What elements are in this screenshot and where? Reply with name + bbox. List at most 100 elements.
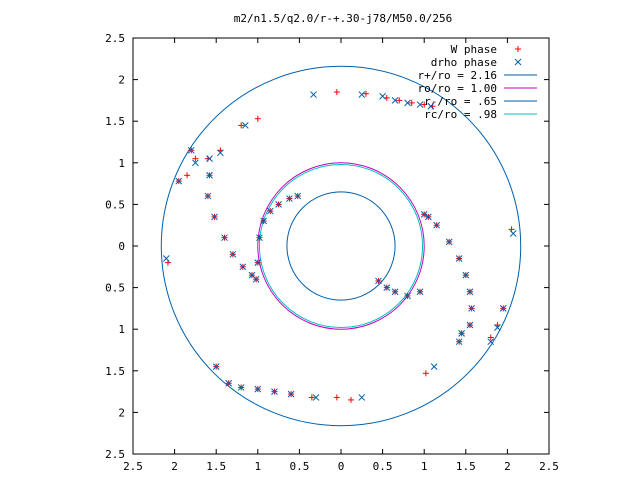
legend-label-4: r-/ro = .65 bbox=[424, 95, 497, 108]
point-s1-36 bbox=[468, 305, 475, 312]
point-s1-13 bbox=[427, 102, 435, 110]
point-s1-25 bbox=[266, 207, 274, 215]
point-s1-12 bbox=[416, 101, 424, 108]
point-s1-0 bbox=[310, 91, 317, 98]
y-tick-label-5: 0 bbox=[118, 240, 125, 253]
point-s1-33 bbox=[455, 255, 463, 262]
point-s1-6 bbox=[187, 146, 195, 154]
x-tick-label-8: 1.5 bbox=[456, 460, 476, 473]
legend-label-3: ro/ro = 1.00 bbox=[418, 82, 497, 95]
x-tick-label-2: 1.5 bbox=[206, 460, 226, 473]
point-s1-53 bbox=[287, 390, 295, 398]
point-s0-9 bbox=[184, 172, 191, 179]
y-tick-label-3: 1 bbox=[118, 157, 125, 170]
x-tick-label-3: 1 bbox=[254, 460, 261, 473]
point-s1-5 bbox=[192, 159, 199, 167]
circle-0 bbox=[160, 65, 522, 427]
point-s0-13 bbox=[408, 99, 415, 106]
legend-marker-1 bbox=[514, 58, 522, 66]
point-s1-22 bbox=[254, 259, 262, 266]
y-tick-label-2: 1.5 bbox=[105, 115, 125, 128]
point-s1-55 bbox=[358, 394, 366, 401]
legend-label-1: drho phase bbox=[431, 56, 497, 69]
point-s0-0 bbox=[333, 89, 340, 96]
point-s1-19 bbox=[239, 263, 247, 271]
point-s1-56 bbox=[430, 363, 438, 370]
point-s1-37 bbox=[466, 321, 474, 329]
point-s1-51 bbox=[254, 385, 262, 393]
point-s0-2 bbox=[254, 115, 261, 122]
axis-ticks: 2.5 2 1.5 1 0.5 0 0.5 1 1.5 2 2.52.521.510.500.511… bbox=[105, 32, 559, 473]
point-s1-2 bbox=[241, 122, 249, 129]
x-tick-label-0: 2.5 bbox=[123, 460, 143, 473]
point-s1-42 bbox=[509, 230, 517, 237]
legend-label-0: W phase bbox=[451, 43, 497, 56]
point-s1-21 bbox=[252, 275, 260, 283]
circle-1 bbox=[257, 162, 425, 330]
x-tick-label-5: 0 bbox=[338, 460, 345, 473]
legend-label-2: r+/ro = 2.16 bbox=[418, 69, 497, 82]
point-s1-38 bbox=[455, 338, 463, 346]
point-s1-40 bbox=[494, 324, 501, 331]
point-s1-9 bbox=[379, 92, 386, 100]
point-s0-59 bbox=[422, 370, 429, 377]
point-s1-10 bbox=[391, 97, 399, 104]
point-s1-3 bbox=[217, 149, 224, 157]
x-tick-label-7: 1 bbox=[421, 460, 428, 473]
circle-2 bbox=[286, 191, 396, 301]
point-s1-8 bbox=[162, 255, 170, 262]
x-tick-label-6: 0.5 bbox=[373, 460, 393, 473]
point-s1-43 bbox=[416, 288, 424, 296]
chart-title: m2/n1.5/q2.0/r-+.30-j78/M50.0/256 bbox=[234, 12, 453, 25]
x-tick-label-1: 2 bbox=[171, 460, 178, 473]
point-s0-41 bbox=[487, 334, 494, 341]
legend-marker-0 bbox=[515, 46, 521, 52]
point-s0-57 bbox=[333, 394, 340, 401]
point-s1-29 bbox=[420, 211, 428, 218]
point-s1-16 bbox=[211, 213, 218, 221]
point-s0-14 bbox=[421, 101, 428, 108]
y-tick-label-6: 0.5 bbox=[105, 282, 125, 295]
point-s1-28 bbox=[294, 192, 302, 200]
point-s1-52 bbox=[271, 388, 278, 395]
y-tick-label-7: 1 bbox=[118, 323, 125, 336]
point-s1-14 bbox=[206, 171, 213, 179]
y-tick-label-4: 0.5 bbox=[105, 198, 125, 211]
point-s1-48 bbox=[212, 363, 220, 370]
point-s1-35 bbox=[466, 288, 474, 296]
point-s0-56 bbox=[308, 394, 315, 401]
point-s1-15 bbox=[204, 192, 212, 200]
point-s1-18 bbox=[229, 250, 237, 258]
point-s1-23 bbox=[256, 234, 263, 242]
point-s1-26 bbox=[275, 201, 282, 208]
points-layer bbox=[162, 89, 517, 403]
point-s1-41 bbox=[499, 305, 507, 312]
point-s1-49 bbox=[225, 379, 233, 387]
point-s1-31 bbox=[433, 221, 441, 229]
point-s1-45 bbox=[391, 288, 399, 296]
y-tick-label-1: 2 bbox=[118, 74, 125, 87]
point-s1-11 bbox=[404, 99, 411, 107]
y-tick-label-0: 2.5 bbox=[105, 32, 125, 45]
point-s1-54 bbox=[312, 394, 320, 401]
point-s1-46 bbox=[383, 284, 391, 291]
point-s0-1 bbox=[362, 90, 369, 97]
y-tick-label-10: 2.5 bbox=[105, 448, 125, 461]
point-s1-39 bbox=[487, 338, 495, 346]
point-s1-27 bbox=[286, 195, 293, 202]
y-tick-label-8: 1.5 bbox=[105, 365, 125, 378]
point-s1-32 bbox=[445, 238, 453, 246]
point-s1-17 bbox=[221, 234, 228, 242]
point-s1-57 bbox=[458, 330, 465, 337]
point-s1-50 bbox=[237, 384, 245, 391]
point-s0-58 bbox=[347, 396, 354, 403]
x-tick-label-10: 2.5 bbox=[539, 460, 559, 473]
circles-layer bbox=[160, 65, 522, 427]
legend-label-5: rc/ro = .98 bbox=[424, 108, 497, 121]
point-s1-44 bbox=[404, 292, 411, 300]
point-s0-6 bbox=[192, 155, 199, 162]
circle-3 bbox=[258, 163, 424, 329]
point-s1-47 bbox=[375, 277, 382, 285]
